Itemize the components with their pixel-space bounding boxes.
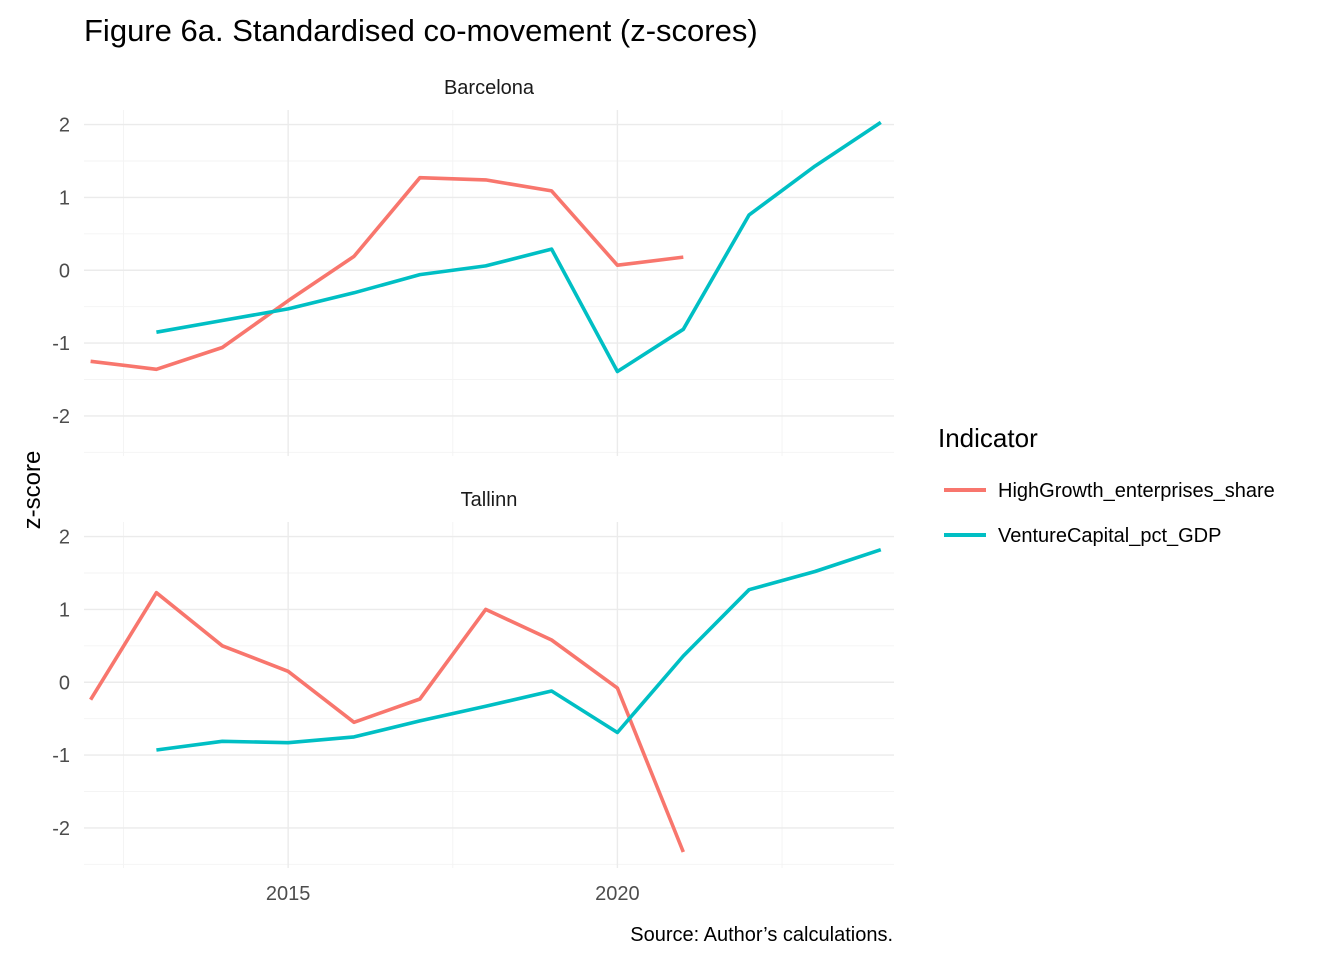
y-axis-title: z-score <box>19 451 46 530</box>
legend-title: Indicator <box>938 423 1038 453</box>
panels: -2 -1 0 1 2 Barcelona -2 -1 0 1 2 Tallinn <box>52 77 894 868</box>
x-tick-label: 2020 <box>595 883 640 905</box>
facet-label: Tallinn <box>461 489 518 511</box>
legend: Indicator HighGrowth_enterprises_share Ve… <box>938 423 1275 547</box>
y-tick-label: -2 <box>52 406 70 428</box>
series-line-venturecapital-pct-gdp <box>156 547 882 752</box>
x-tick-label: 2015 <box>266 883 311 905</box>
panel-tallinn: -2 -1 0 1 2 Tallinn <box>52 489 894 868</box>
series-line-highgrowth-enterprises-share <box>90 175 684 372</box>
series-line-highgrowth-enterprises-share <box>89 590 685 853</box>
y-tick-label: 0 <box>59 260 70 282</box>
facet-label: Barcelona <box>444 77 535 99</box>
y-tick-label: 1 <box>59 599 70 621</box>
y-tick-label: -1 <box>52 333 70 355</box>
legend-label: HighGrowth_enterprises_share <box>998 480 1275 502</box>
x-axis-ticks: 2015 2020 <box>266 883 640 905</box>
y-tick-label: 0 <box>59 672 70 694</box>
y-tick-label: -1 <box>52 745 70 767</box>
panel-barcelona: -2 -1 0 1 2 Barcelona <box>52 77 894 456</box>
series-line-venturecapital-pct-gdp <box>156 120 882 374</box>
legend-label: VentureCapital_pct_GDP <box>998 525 1221 547</box>
chart-title: Figure 6a. Standardised co-movement (z-s… <box>84 13 758 48</box>
y-tick-label: 2 <box>59 115 70 137</box>
y-tick-label: -2 <box>52 818 70 840</box>
y-tick-label: 1 <box>59 187 70 209</box>
y-tick-label: 2 <box>59 527 70 549</box>
source-caption: Source: Author’s calculations. <box>630 924 893 946</box>
